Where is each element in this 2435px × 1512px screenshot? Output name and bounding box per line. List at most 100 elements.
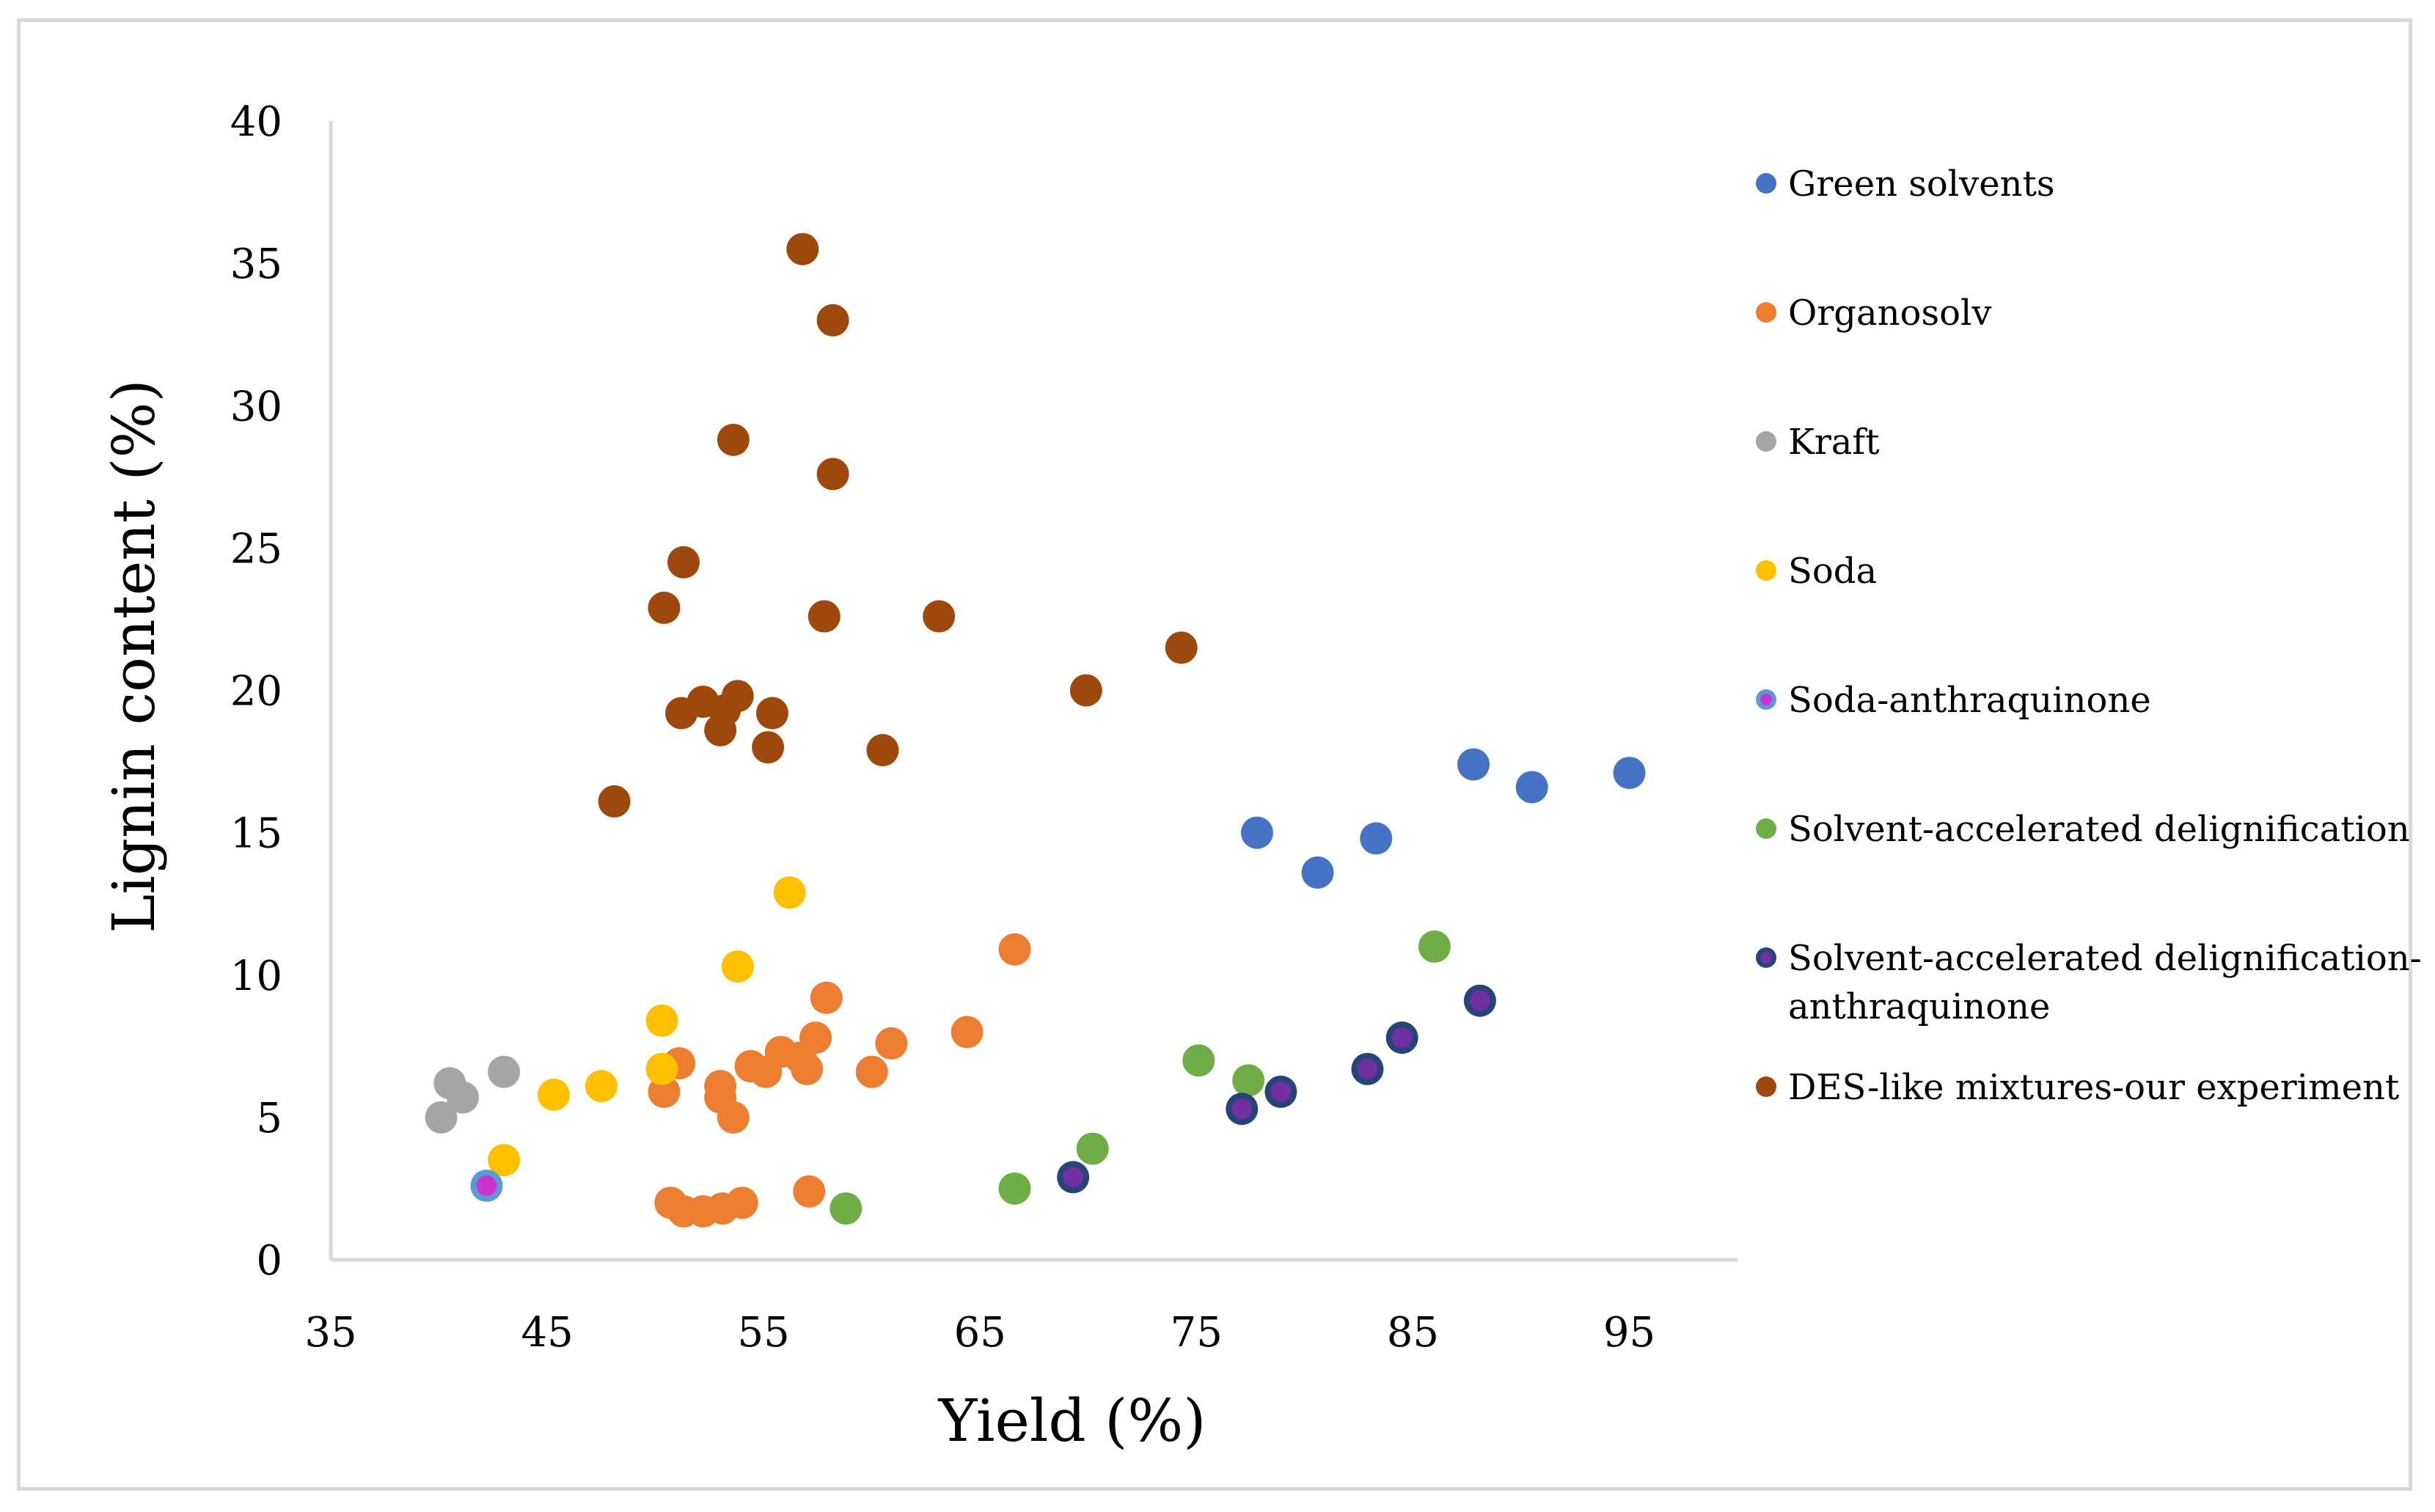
data-point <box>725 1186 758 1219</box>
data-point <box>1301 856 1334 889</box>
x-tick-label: 45 <box>521 1309 573 1357</box>
data-point <box>998 1172 1031 1205</box>
y-tick-label: 0 <box>256 1237 282 1285</box>
series-soda-anthraquinone <box>470 1170 503 1203</box>
data-point <box>808 600 841 633</box>
data-point <box>645 1004 678 1037</box>
x-tick-label: 65 <box>954 1309 1006 1357</box>
legend-marker <box>1756 560 1776 581</box>
legend-label: Solvent-accelerated delignification <box>1788 809 2410 850</box>
data-point <box>752 731 785 764</box>
data-point <box>755 697 788 730</box>
data-point <box>585 1070 618 1103</box>
data-point <box>793 1175 826 1208</box>
data-point <box>1232 1064 1265 1097</box>
legend-item-soda: Soda <box>1756 551 1877 592</box>
legend-item-solvent-accelerated-delignification: Solvent-accelerated delignification <box>1756 809 2410 850</box>
data-point <box>816 458 849 491</box>
data-point-center <box>476 1175 497 1197</box>
data-point <box>875 1027 908 1060</box>
series-des-like-mixtures-our-experiment <box>598 232 1198 818</box>
data-point <box>721 950 754 983</box>
data-point <box>998 933 1031 966</box>
data-point-center <box>1357 1058 1378 1079</box>
data-point <box>1360 822 1393 855</box>
data-point <box>1515 771 1548 804</box>
x-tick-label: 85 <box>1387 1309 1439 1357</box>
legend-label: Soda <box>1788 551 1877 592</box>
y-tick-label: 5 <box>256 1095 282 1142</box>
series-kraft <box>425 1055 521 1134</box>
legend-label: Solvent-accelerated delignification-anth… <box>1788 938 2422 1027</box>
data-point-center <box>1469 990 1490 1011</box>
data-point-center <box>1231 1098 1253 1120</box>
data-point <box>1076 1132 1109 1165</box>
data-point <box>791 1052 824 1085</box>
legend-marker <box>1756 302 1776 323</box>
data-point <box>1457 748 1490 781</box>
data-point <box>786 232 819 265</box>
x-tick-label: 35 <box>304 1309 356 1357</box>
y-tick-labels: 0 5 10 15 20 25 30 35 40 <box>230 98 282 1285</box>
data-point <box>810 981 843 1014</box>
y-tick-label: 15 <box>230 810 282 858</box>
data-point <box>488 1144 521 1177</box>
series-soda <box>488 876 806 1177</box>
legend-label: DES-like mixtures-our experiment <box>1788 1067 2399 1108</box>
y-axis-title: Lignin content (%) <box>100 379 168 933</box>
series-solvent-accelerated-delignification <box>830 930 1451 1225</box>
x-tick-label: 75 <box>1171 1309 1223 1357</box>
data-point <box>598 785 631 818</box>
chart-frame <box>17 18 2412 1491</box>
data-point <box>446 1081 479 1114</box>
data-point <box>717 423 750 456</box>
series-solvent-accelerated-delignification-anthraquinone <box>1057 984 1496 1194</box>
data-point <box>1165 631 1198 664</box>
legend-item-soda-anthraquinone: Soda-anthraquinone <box>1756 680 2151 721</box>
data-point-center <box>1270 1081 1292 1102</box>
legend-item-des-like-mixtures-our-experiment: DES-like mixtures-our experiment <box>1756 1067 2399 1108</box>
legend-item-solvent-accelerated-delignification-anthraquinone: Solvent-accelerated delignification-anth… <box>1756 938 2422 1027</box>
legend: Green solvents Organosolv Kraft Soda Soda-an… <box>1756 164 2422 1108</box>
data-point <box>704 713 737 746</box>
legend-item-kraft: Kraft <box>1756 422 1879 463</box>
data-point <box>855 1055 888 1088</box>
legend-marker-center <box>1760 952 1772 964</box>
data-point <box>1069 674 1102 707</box>
data-point <box>1418 930 1451 963</box>
x-tick-labels: 35 45 55 65 75 85 95 <box>304 1309 1655 1357</box>
y-tick-label: 10 <box>230 953 282 1000</box>
legend-label: Kraft <box>1788 422 1879 463</box>
y-tick-label: 30 <box>230 383 282 430</box>
data-point <box>648 591 681 624</box>
series-organosolv <box>648 933 1031 1227</box>
y-tick-label: 35 <box>230 241 282 288</box>
data-point <box>667 546 700 579</box>
y-tick-label: 20 <box>230 668 282 716</box>
data-point <box>923 600 956 633</box>
data-point <box>1240 816 1273 849</box>
x-tick-label: 95 <box>1603 1309 1655 1357</box>
data-point <box>1613 757 1646 790</box>
y-tick-label: 25 <box>230 525 282 573</box>
legend-item-organosolv: Organosolv <box>1756 293 1991 334</box>
data-point <box>951 1016 984 1049</box>
legend-item-green-solvents: Green solvents <box>1756 164 2055 205</box>
legend-marker-center <box>1760 694 1772 705</box>
legend-label: Organosolv <box>1788 293 1991 334</box>
data-point <box>866 734 899 767</box>
data-point-center <box>1063 1167 1084 1188</box>
legend-label: Soda-anthraquinone <box>1788 680 2151 721</box>
data-point <box>773 876 806 909</box>
data-point <box>799 1021 832 1054</box>
axes <box>329 121 1738 1262</box>
data-point-center <box>1391 1027 1413 1049</box>
data-point <box>425 1101 458 1134</box>
y-tick-label: 40 <box>230 98 282 146</box>
legend-marker <box>1756 431 1776 452</box>
data-point <box>830 1192 863 1225</box>
x-tick-label: 55 <box>738 1309 790 1357</box>
legend-marker <box>1756 173 1776 194</box>
data-points <box>425 232 1646 1227</box>
